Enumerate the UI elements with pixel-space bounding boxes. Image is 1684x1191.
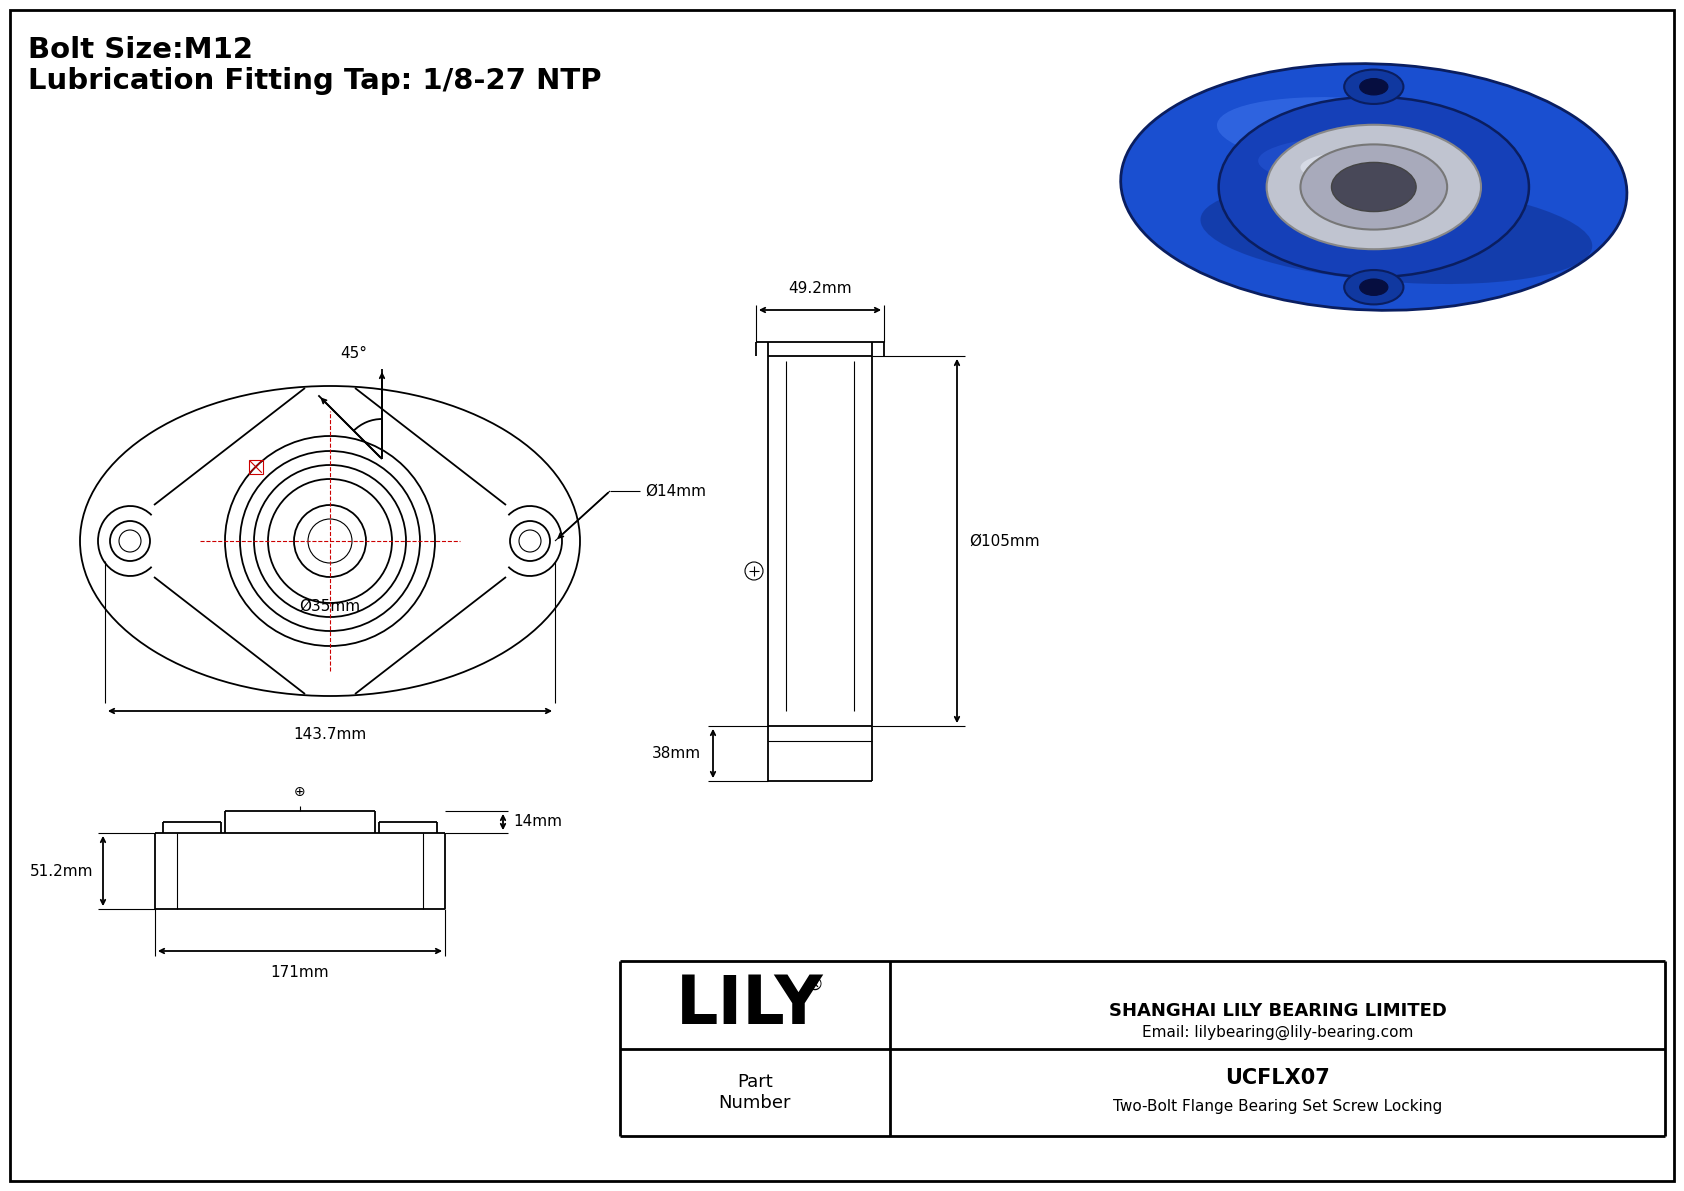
Text: ⊕: ⊕	[295, 785, 306, 799]
Text: Ø14mm: Ø14mm	[645, 484, 706, 499]
Text: Ø35mm: Ø35mm	[300, 599, 360, 615]
Ellipse shape	[1344, 69, 1403, 104]
Text: 143.7mm: 143.7mm	[293, 727, 367, 742]
Text: Bolt Size:M12: Bolt Size:M12	[29, 36, 253, 64]
Text: Two-Bolt Flange Bearing Set Screw Locking: Two-Bolt Flange Bearing Set Screw Lockin…	[1113, 1099, 1442, 1114]
Bar	[249, 460, 263, 474]
Text: ®: ®	[807, 975, 823, 993]
Ellipse shape	[1258, 136, 1455, 186]
Text: Email: lilybearing@lily-bearing.com: Email: lilybearing@lily-bearing.com	[1142, 1025, 1413, 1040]
Ellipse shape	[1201, 182, 1593, 283]
Ellipse shape	[1120, 63, 1627, 311]
Ellipse shape	[1266, 125, 1480, 249]
Text: SHANGHAI LILY BEARING LIMITED: SHANGHAI LILY BEARING LIMITED	[1108, 1002, 1447, 1019]
Text: 38mm: 38mm	[652, 746, 701, 761]
Text: LILY: LILY	[677, 972, 823, 1037]
Ellipse shape	[1219, 96, 1529, 278]
Text: 51.2mm: 51.2mm	[30, 863, 93, 879]
Ellipse shape	[1332, 162, 1416, 212]
Text: 171mm: 171mm	[271, 965, 330, 980]
Ellipse shape	[1218, 98, 1497, 172]
Text: 14mm: 14mm	[514, 815, 562, 829]
Text: 45°: 45°	[340, 347, 367, 361]
Text: 49.2mm: 49.2mm	[788, 281, 852, 297]
Text: Part
Number: Part Number	[719, 1073, 791, 1111]
Text: UCFLX07: UCFLX07	[1226, 1068, 1330, 1089]
Ellipse shape	[1300, 144, 1447, 230]
Text: Lubrication Fitting Tap: 1/8-27 NTP: Lubrication Fitting Tap: 1/8-27 NTP	[29, 67, 601, 95]
Ellipse shape	[1359, 79, 1388, 95]
Ellipse shape	[1300, 151, 1425, 183]
Text: Ø105mm: Ø105mm	[968, 534, 1039, 549]
Ellipse shape	[1359, 279, 1388, 295]
Ellipse shape	[1344, 270, 1403, 305]
